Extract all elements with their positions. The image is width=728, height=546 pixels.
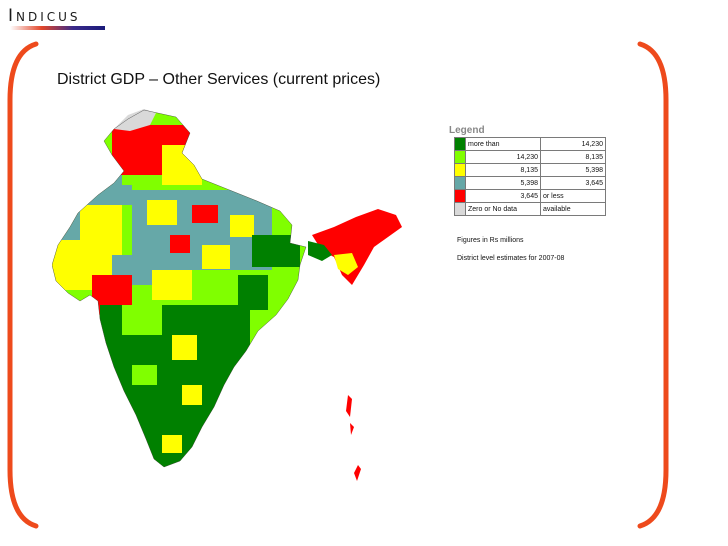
- legend-row: 14,230 8,135: [454, 150, 606, 164]
- units-note: Figures in Rs millions: [457, 237, 524, 244]
- northeast-districts: [312, 209, 402, 285]
- northeast-yellow-district: [334, 253, 358, 275]
- legend-row: Zero or No data available: [454, 202, 606, 216]
- legend-swatch: [454, 202, 466, 216]
- legend-range-to: available: [540, 202, 606, 216]
- legend-range-from: 14,230: [465, 150, 541, 164]
- legend-table: more than 14,230 14,230 8,135 8,135 5,39…: [454, 137, 606, 216]
- northeast-green-district: [308, 241, 332, 261]
- legend-range-from: 5,398: [465, 176, 541, 190]
- legend-range-to: or less: [540, 189, 606, 203]
- legend-range-from: 3,645: [465, 189, 541, 203]
- legend-swatch: [454, 176, 466, 190]
- northern-region-no-data: [114, 109, 156, 131]
- mainland-districts: [52, 110, 306, 467]
- legend-row: more than 14,230: [454, 137, 606, 151]
- legend-row: 5,398 3,645: [454, 176, 606, 190]
- legend-range-to: 5,398: [540, 163, 606, 177]
- andaman-islands: [346, 395, 352, 417]
- legend-swatch: [454, 163, 466, 177]
- legend-row: 3,645 or less: [454, 189, 606, 203]
- period-note: District level estimates for 2007-08: [457, 255, 565, 262]
- legend-range-from: Zero or No data: [465, 202, 541, 216]
- logo-underline: [10, 26, 105, 30]
- nicobar-islands: [354, 465, 361, 481]
- andaman-islands-south: [350, 423, 354, 435]
- legend-range-from: more than: [465, 137, 541, 151]
- legend-title: Legend: [449, 125, 485, 136]
- page-title: District GDP – Other Services (current p…: [57, 71, 381, 88]
- legend-swatch: [454, 150, 466, 164]
- legend-range-from: 8,135: [465, 163, 541, 177]
- legend-swatch: [454, 189, 466, 203]
- logo-text: Indicus: [8, 6, 81, 26]
- mainland-outline: [52, 109, 307, 468]
- legend-range-to: 8,135: [540, 150, 606, 164]
- legend-swatch: [454, 137, 466, 151]
- indicus-logo: Indicus: [8, 6, 81, 26]
- legend-row: 8,135 5,398: [454, 163, 606, 177]
- india-district-map: [52, 109, 402, 481]
- right-bracket: [637, 41, 669, 529]
- legend-range-to: 14,230: [540, 137, 606, 151]
- legend-range-to: 3,645: [540, 176, 606, 190]
- left-bracket: [7, 41, 39, 529]
